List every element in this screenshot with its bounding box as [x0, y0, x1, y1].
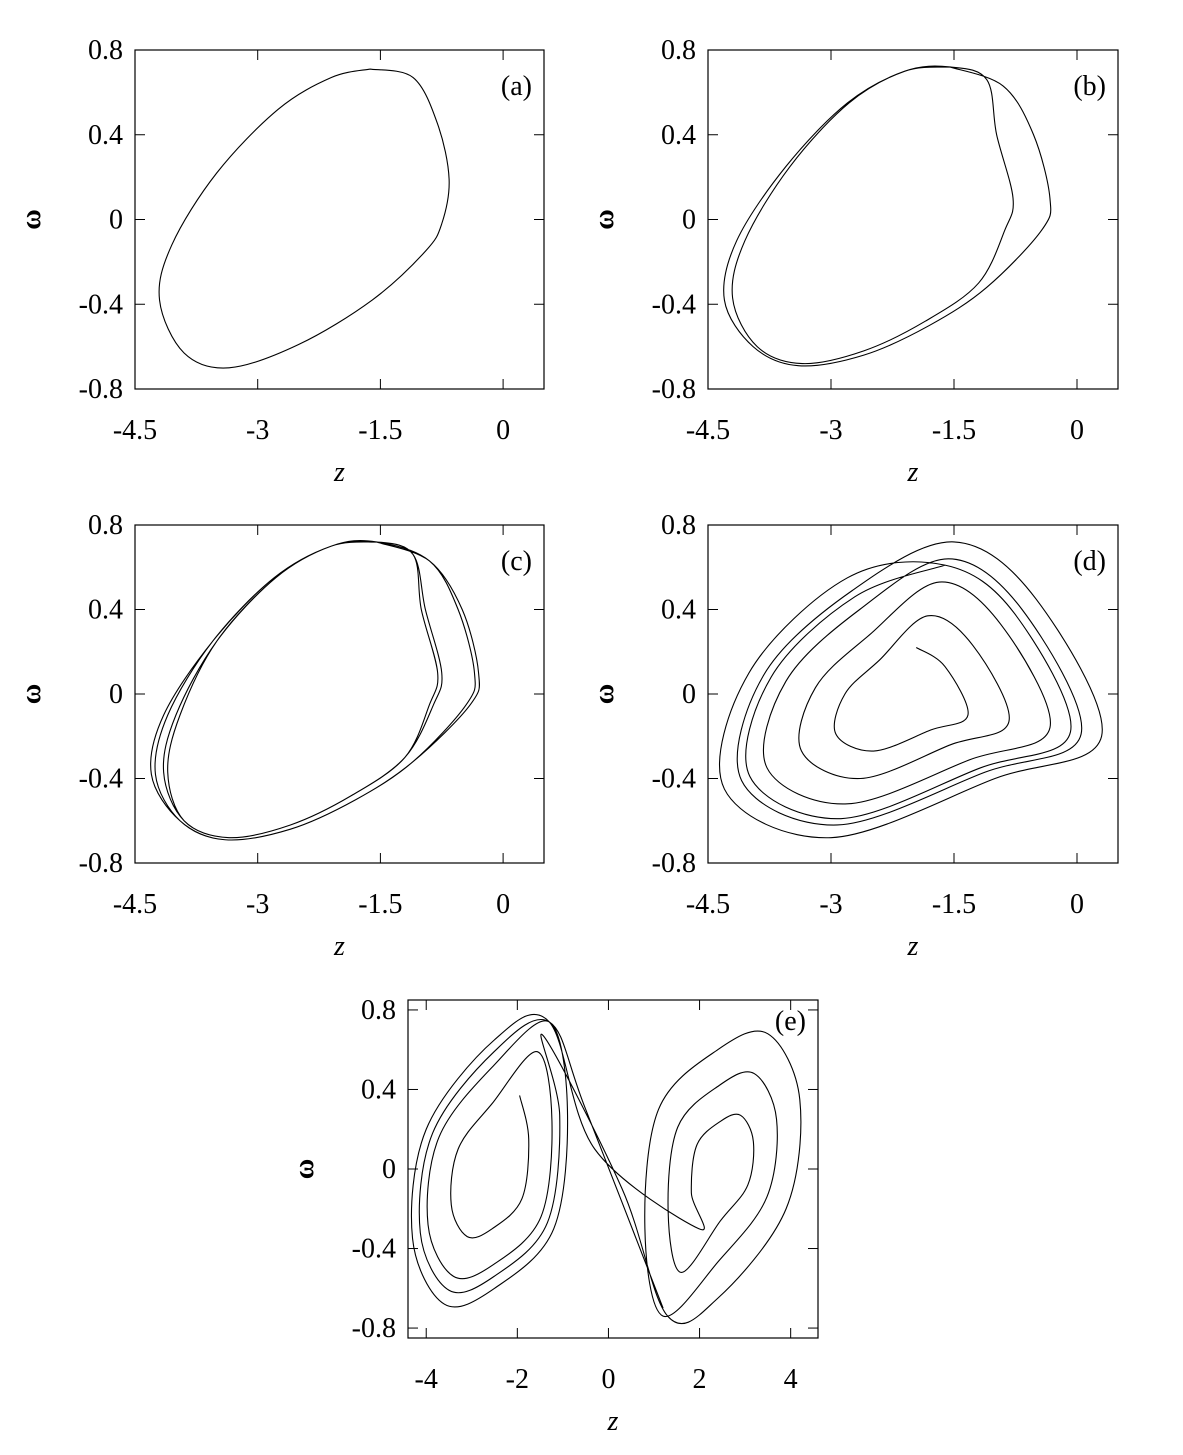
plot-area: [723, 65, 1052, 367]
y-tick-label: -0.4: [652, 289, 696, 320]
trajectory: [158, 68, 450, 369]
panel: -0.8 -0.4 0 0.4 0.8 -4.5 -3 -1.5 0 z ω (b): [589, 35, 1119, 488]
x-tick-label: -4.5: [113, 889, 157, 920]
y-tick-label: 0.8: [661, 35, 696, 66]
y-tick-label: -0.8: [352, 1313, 396, 1344]
x-tick-label: -1.5: [932, 415, 976, 446]
y-tick-label: -0.8: [652, 374, 696, 405]
x-tick-label: 0: [601, 1364, 615, 1395]
y-tick-label: 0: [682, 679, 696, 710]
y-tick-label: 0: [109, 679, 123, 710]
x-tick-label: 0: [496, 889, 510, 920]
x-axis-label: z: [907, 931, 919, 962]
plot-area: [719, 541, 1103, 839]
x-tick-label: -3: [819, 889, 842, 920]
panel: -0.8 -0.4 0 0.4 0.8 -4.5 -3 -1.5 0 z ω (a): [16, 35, 545, 488]
y-axis-label: ω: [589, 209, 620, 229]
x-tick-label: -3: [819, 415, 842, 446]
x-tick-label: -4: [415, 1364, 438, 1395]
panel-label: (c): [501, 546, 532, 577]
y-axis-label: ω: [16, 684, 47, 704]
y-axis-label: ω: [16, 209, 47, 229]
plot-area: [410, 1013, 802, 1325]
x-tick-label: -1.5: [932, 889, 976, 920]
panel-label: (b): [1073, 71, 1106, 102]
y-tick-label: 0.4: [88, 120, 123, 151]
x-tick-label: 0: [1070, 415, 1084, 446]
y-axis-label: ω: [289, 1159, 320, 1179]
x-tick-label: -3: [246, 889, 269, 920]
y-tick-label: 0: [109, 205, 123, 236]
x-axis-label: z: [333, 457, 345, 488]
y-tick-label: 0.8: [661, 510, 696, 541]
panel-label: (e): [775, 1006, 806, 1037]
y-tick-label: -0.8: [79, 848, 123, 879]
plot-frame: [134, 49, 545, 390]
x-tick-label: -4.5: [686, 415, 730, 446]
plot-frame: [707, 49, 1119, 390]
x-tick-label: 0: [1070, 889, 1084, 920]
x-tick-label: -4.5: [113, 415, 157, 446]
plot-frame: [134, 524, 545, 864]
x-tick-label: 4: [784, 1364, 798, 1395]
x-tick-label: -4.5: [686, 889, 730, 920]
panel: -0.8 -0.4 0 0.4 0.8 -4 -2 0 2 4 z ω (e): [289, 995, 819, 1437]
y-tick-label: 0: [382, 1154, 396, 1185]
y-tick-label: -0.4: [79, 764, 123, 795]
trajectory: [723, 65, 1052, 367]
y-tick-label: 0.4: [661, 120, 696, 151]
x-axis-label: z: [333, 931, 345, 962]
x-tick-label: -3: [246, 415, 269, 446]
panel: -0.8 -0.4 0 0.4 0.8 -4.5 -3 -1.5 0 z ω (c): [16, 510, 545, 962]
y-tick-label: 0.4: [361, 1074, 396, 1105]
x-tick-label: 2: [693, 1364, 707, 1395]
panel: -0.8 -0.4 0 0.4 0.8 -4.5 -3 -1.5 0 z ω (d): [589, 510, 1119, 962]
panel-label: (a): [501, 71, 532, 102]
y-tick-label: 0.4: [661, 595, 696, 626]
plot-frame: [707, 524, 1119, 864]
x-axis-label: z: [907, 457, 919, 488]
panel-label: (d): [1073, 546, 1106, 577]
plot-area: [150, 540, 480, 841]
trajectory: [719, 541, 1103, 839]
y-tick-label: 0.8: [361, 995, 396, 1026]
y-axis-label: ω: [589, 684, 620, 704]
x-tick-label: -1.5: [358, 415, 402, 446]
y-tick-label: -0.4: [652, 764, 696, 795]
y-tick-label: -0.8: [652, 848, 696, 879]
y-tick-label: -0.8: [79, 374, 123, 405]
x-tick-label: -2: [506, 1364, 529, 1395]
y-tick-label: 0.4: [88, 595, 123, 626]
y-tick-label: 0.8: [88, 510, 123, 541]
trajectory: [150, 540, 480, 841]
x-axis-label: z: [607, 1406, 619, 1437]
y-tick-label: -0.4: [79, 289, 123, 320]
x-tick-label: -1.5: [358, 889, 402, 920]
y-tick-label: 0.8: [88, 35, 123, 66]
x-tick-label: 0: [496, 415, 510, 446]
trajectory: [410, 1013, 802, 1325]
plot-area: [158, 68, 450, 369]
y-tick-label: -0.4: [352, 1234, 396, 1265]
y-tick-label: 0: [682, 205, 696, 236]
